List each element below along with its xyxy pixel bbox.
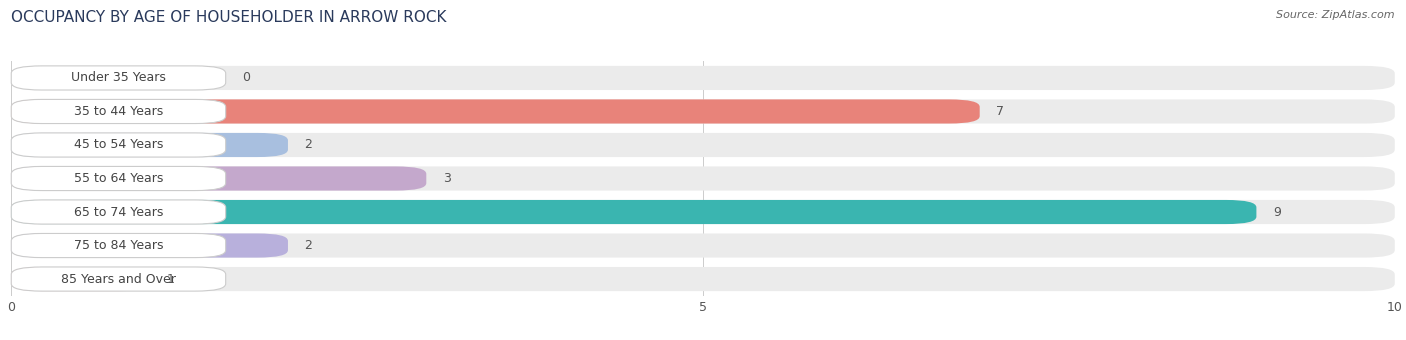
FancyBboxPatch shape xyxy=(11,99,980,123)
Text: 1: 1 xyxy=(166,273,174,286)
FancyBboxPatch shape xyxy=(11,200,1257,224)
FancyBboxPatch shape xyxy=(11,99,226,123)
FancyBboxPatch shape xyxy=(11,133,226,157)
FancyBboxPatch shape xyxy=(11,133,1395,157)
FancyBboxPatch shape xyxy=(11,200,1395,224)
FancyBboxPatch shape xyxy=(11,267,1395,291)
FancyBboxPatch shape xyxy=(11,66,226,90)
Text: 9: 9 xyxy=(1272,205,1281,219)
Text: 0: 0 xyxy=(242,71,250,84)
Text: 2: 2 xyxy=(305,138,312,152)
Text: OCCUPANCY BY AGE OF HOUSEHOLDER IN ARROW ROCK: OCCUPANCY BY AGE OF HOUSEHOLDER IN ARROW… xyxy=(11,10,447,25)
FancyBboxPatch shape xyxy=(11,267,226,291)
FancyBboxPatch shape xyxy=(11,234,288,258)
FancyBboxPatch shape xyxy=(11,133,288,157)
Text: 75 to 84 Years: 75 to 84 Years xyxy=(73,239,163,252)
Text: 55 to 64 Years: 55 to 64 Years xyxy=(73,172,163,185)
Text: 35 to 44 Years: 35 to 44 Years xyxy=(75,105,163,118)
Text: 85 Years and Over: 85 Years and Over xyxy=(60,273,176,286)
Text: 7: 7 xyxy=(997,105,1004,118)
Text: Source: ZipAtlas.com: Source: ZipAtlas.com xyxy=(1277,10,1395,20)
Text: 65 to 74 Years: 65 to 74 Years xyxy=(73,205,163,219)
FancyBboxPatch shape xyxy=(11,167,226,190)
FancyBboxPatch shape xyxy=(11,66,1395,90)
FancyBboxPatch shape xyxy=(11,267,149,291)
Text: Under 35 Years: Under 35 Years xyxy=(72,71,166,84)
FancyBboxPatch shape xyxy=(11,99,1395,123)
FancyBboxPatch shape xyxy=(11,167,426,190)
Text: 3: 3 xyxy=(443,172,451,185)
Text: 45 to 54 Years: 45 to 54 Years xyxy=(73,138,163,152)
FancyBboxPatch shape xyxy=(11,234,226,258)
FancyBboxPatch shape xyxy=(11,200,226,224)
Text: 2: 2 xyxy=(305,239,312,252)
FancyBboxPatch shape xyxy=(11,167,1395,190)
FancyBboxPatch shape xyxy=(11,234,1395,258)
